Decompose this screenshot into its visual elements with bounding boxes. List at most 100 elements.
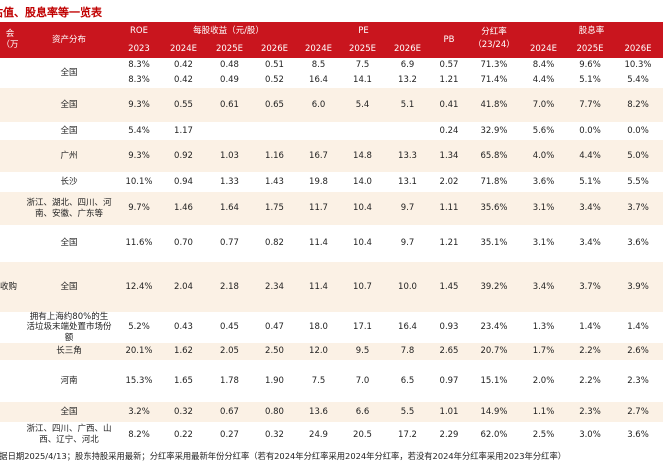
data-cell: 3.1% <box>532 203 555 214</box>
data-cell: 0.65 <box>265 99 284 110</box>
data-cell: 1.4% <box>579 322 601 333</box>
data-cell: 3.0% <box>579 429 601 440</box>
header-year: 2025E <box>576 43 604 54</box>
data-cell: 1.03 <box>220 150 239 161</box>
data-cell: 5.6% <box>532 125 555 136</box>
header-cell: 会（万 <box>1 29 19 50</box>
data-cell: 9.3% <box>128 99 150 110</box>
data-cell: 65.8% <box>480 150 508 161</box>
data-cell: 5.5% <box>627 176 649 187</box>
data-cell: 71.4% <box>480 75 508 86</box>
data-cell: 10.4 <box>353 203 372 214</box>
data-cell: 5.1% <box>579 176 601 187</box>
row-bg <box>0 343 663 360</box>
data-cell: 0.41 <box>439 99 459 110</box>
data-cell: 0.49 <box>220 75 239 86</box>
header-year: 2026E <box>260 43 288 54</box>
data-cell: 32.9% <box>480 125 508 136</box>
data-cell: 0.32 <box>174 406 193 417</box>
data-cell: 13.1 <box>398 176 417 187</box>
data-cell: 8.3% <box>128 75 150 86</box>
data-cell: 71.3% <box>480 60 508 71</box>
data-cell: 1.34 <box>439 150 459 161</box>
header-cell: 资产分布 <box>51 34 86 45</box>
footnote: 数据日期2025/4/13；股东持股采用最新；分红率采用最新年份分红率（若有20… <box>0 451 567 461</box>
data-cell: 1.65 <box>174 375 193 386</box>
header-cell: PB <box>443 34 455 45</box>
data-cell: 3.9% <box>627 281 649 292</box>
row-bg <box>0 262 663 312</box>
data-cell: 1.21 <box>439 75 459 86</box>
data-cell: 2.04 <box>174 281 193 292</box>
data-cell: 5.4% <box>128 125 150 136</box>
header-year: 2024E <box>169 43 197 54</box>
data-cell: 0.51 <box>265 60 284 71</box>
data-cell: 15.1% <box>480 375 508 386</box>
data-cell: 3.7% <box>627 203 649 214</box>
header-cell: （23/24） <box>473 39 515 50</box>
data-cell: 0.0% <box>579 125 601 136</box>
data-cell: 3.7% <box>579 281 601 292</box>
data-cell: 3.4% <box>532 281 555 292</box>
data-cell: 8.4% <box>532 60 555 71</box>
data-cell: 0.97 <box>439 375 459 386</box>
data-cell: 1.11 <box>439 203 459 214</box>
data-cell: 1.33 <box>220 176 239 187</box>
data-cell: 6.0 <box>311 99 326 110</box>
data-cell: 2.6% <box>627 346 649 357</box>
data-cell: 14.1 <box>353 75 372 86</box>
data-cell: 15.3% <box>125 375 153 386</box>
row-bg <box>0 402 663 422</box>
data-cell: 8.2% <box>128 429 150 440</box>
data-cell: 41.8% <box>480 99 508 110</box>
data-cell: 0.92 <box>174 150 193 161</box>
asset-cell: 浙江、湖北、四川、河南、安徽、广东等 <box>26 197 112 219</box>
header-cell: 每股收益（元/股） <box>193 25 264 36</box>
data-cell: 6.5 <box>400 375 415 386</box>
data-cell: 11.4 <box>309 238 328 249</box>
data-cell: 13.2 <box>398 75 417 86</box>
data-cell: 7.0 <box>355 375 370 386</box>
data-cell: 7.7% <box>579 99 601 110</box>
side-label: 收购 <box>0 281 18 292</box>
data-cell: 17.1 <box>353 322 372 333</box>
data-cell: 2.3% <box>627 375 649 386</box>
data-cell: 14.0 <box>353 176 372 187</box>
data-cell: 1.78 <box>220 375 239 386</box>
data-cell: 1.3% <box>532 322 555 333</box>
data-cell: 0.67 <box>220 406 239 417</box>
data-cell: 13.6 <box>309 406 328 417</box>
data-cell: 2.2% <box>579 346 601 357</box>
data-cell: 9.3% <box>128 150 150 161</box>
data-cell: 8.2% <box>627 99 649 110</box>
data-cell: 2.29 <box>439 429 459 440</box>
data-cell: 5.1% <box>579 75 601 86</box>
data-cell: 19.8 <box>309 176 328 187</box>
data-cell: 3.6% <box>532 176 555 187</box>
data-cell: 2.3% <box>579 406 601 417</box>
data-cell: 3.4% <box>579 203 601 214</box>
data-cell: 1.16 <box>265 150 284 161</box>
data-cell: 18.0 <box>309 322 328 333</box>
data-cell: 7.0% <box>532 99 555 110</box>
data-cell: 2.5% <box>532 429 555 440</box>
data-cell: 9.5 <box>355 346 370 357</box>
data-cell: 62.0% <box>480 429 508 440</box>
data-cell: 16.7 <box>309 150 328 161</box>
data-cell: 0.43 <box>174 322 193 333</box>
data-cell: 0.0% <box>627 125 649 136</box>
row-bg <box>0 140 663 172</box>
data-cell: 2.34 <box>265 281 284 292</box>
data-cell: 6.9 <box>400 60 415 71</box>
data-cell: 2.18 <box>220 281 239 292</box>
data-cell: 0.57 <box>439 60 459 71</box>
data-cell: 0.61 <box>220 99 239 110</box>
data-cell: 0.45 <box>220 322 239 333</box>
header-cell: PE <box>358 25 369 36</box>
header-cell: ROE <box>130 25 148 36</box>
row-bg <box>0 192 663 225</box>
data-cell: 0.22 <box>174 429 193 440</box>
data-cell: 14.8 <box>353 150 372 161</box>
data-cell: 20.7% <box>480 346 508 357</box>
